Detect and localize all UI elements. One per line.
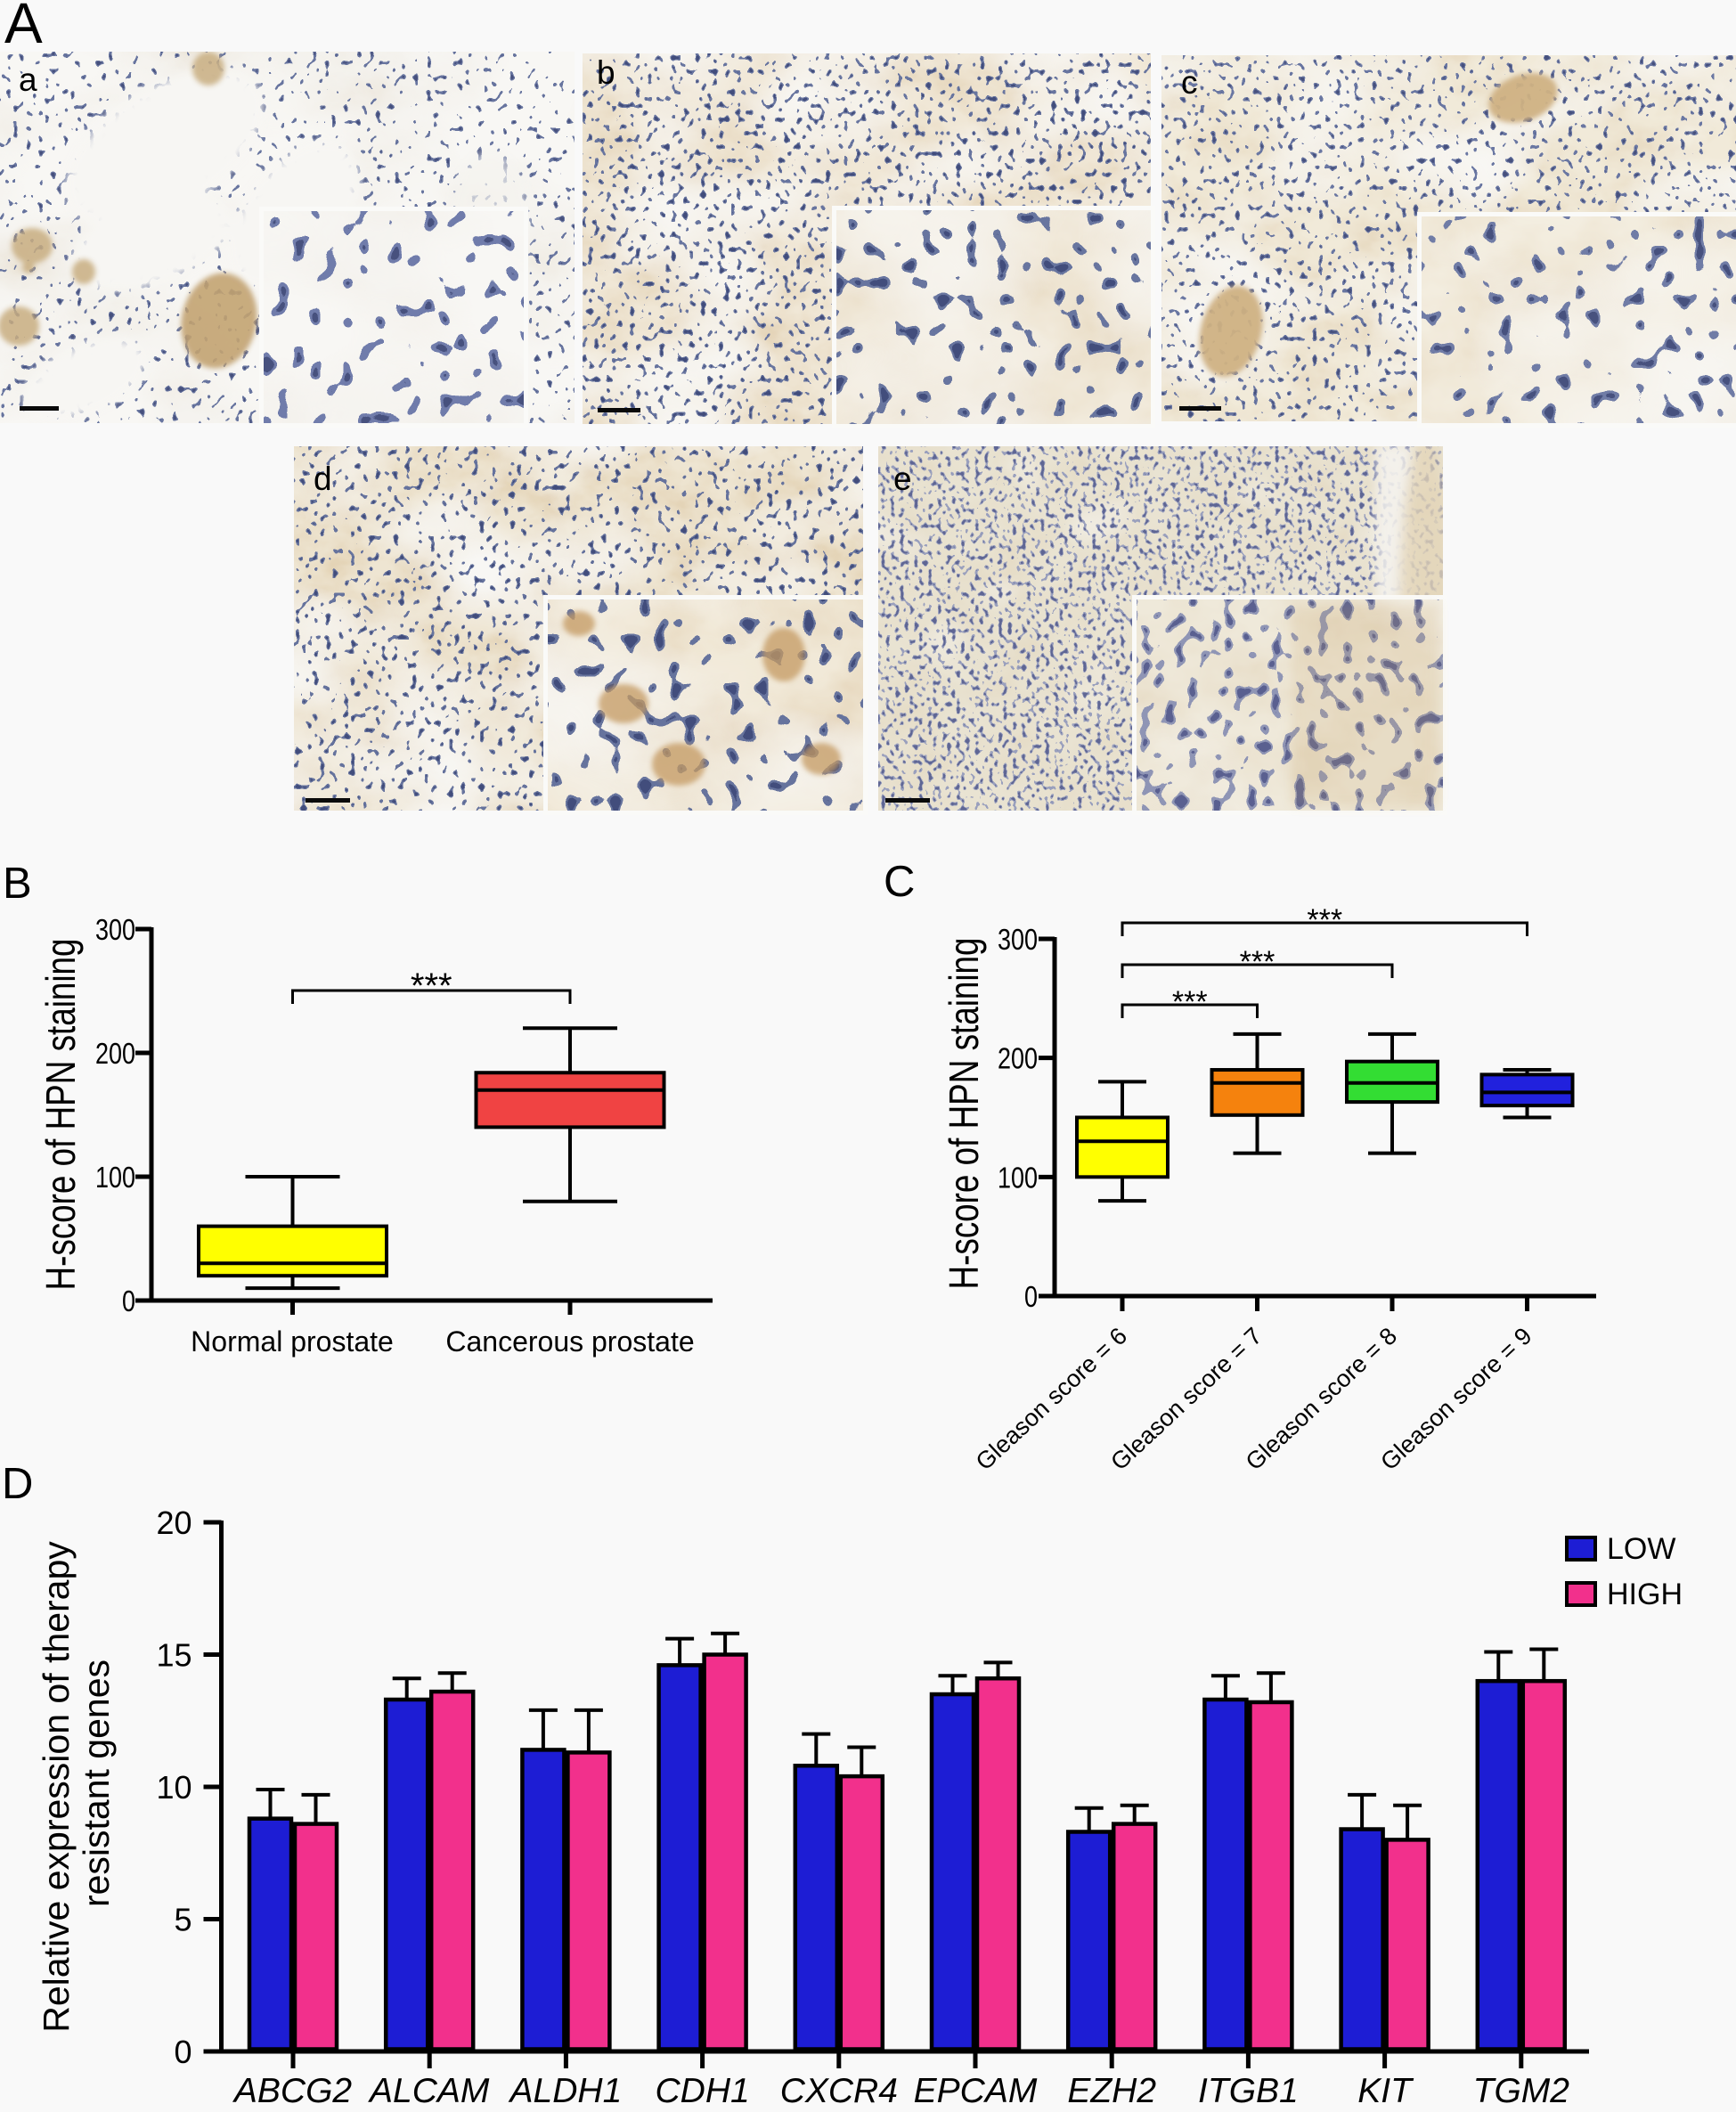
svg-text:5: 5 (174, 1902, 192, 1938)
svg-text:***: *** (411, 966, 452, 1006)
svg-text:CXCR4: CXCR4 (780, 2072, 898, 2110)
svg-text:H-score of HPN staining: H-score of HPN staining (37, 939, 84, 1291)
svg-text:resistant genes: resistant genes (76, 1659, 117, 1907)
svg-text:ALCAM: ALCAM (368, 2072, 490, 2110)
svg-text:KIT: KIT (1357, 2072, 1414, 2110)
svg-text:H-score of HPN staining: H-score of HPN staining (941, 938, 987, 1290)
svg-text:200: 200 (95, 1037, 135, 1070)
svg-text:LOW: LOW (1607, 1532, 1675, 1566)
svg-text:ABCG2: ABCG2 (232, 2072, 353, 2110)
svg-text:d: d (314, 461, 332, 497)
svg-text:A: A (4, 0, 43, 55)
svg-text:D: D (2, 1460, 33, 1508)
svg-text:ITGB1: ITGB1 (1198, 2072, 1299, 2110)
svg-text:100: 100 (998, 1161, 1038, 1194)
svg-text:b: b (597, 54, 615, 91)
svg-text:200: 200 (998, 1042, 1038, 1075)
svg-text:***: *** (1307, 903, 1342, 937)
svg-text:C: C (884, 858, 915, 906)
svg-text:15: 15 (156, 1637, 192, 1674)
svg-text:c: c (1181, 64, 1198, 101)
svg-text:0: 0 (122, 1284, 135, 1317)
svg-text:0: 0 (174, 2034, 192, 2070)
svg-text:B: B (3, 860, 32, 908)
svg-text:***: *** (1240, 945, 1276, 979)
svg-text:20: 20 (156, 1504, 192, 1541)
svg-text:300: 300 (95, 913, 135, 946)
svg-text:Cancerous prostate: Cancerous prostate (445, 1325, 694, 1358)
svg-text:10: 10 (156, 1769, 192, 1806)
svg-text:a: a (19, 61, 37, 98)
svg-text:EPCAM: EPCAM (914, 2072, 1038, 2110)
svg-text:CDH1: CDH1 (656, 2072, 750, 2110)
svg-text:HIGH: HIGH (1607, 1578, 1683, 1611)
svg-text:***: *** (1172, 985, 1208, 1019)
svg-text:Relative expression of therapy: Relative expression of therapy (36, 1541, 77, 2033)
svg-text:EZH2: EZH2 (1067, 2072, 1156, 2110)
svg-text:ALDH1: ALDH1 (509, 2072, 623, 2110)
svg-text:Normal prostate: Normal prostate (191, 1325, 394, 1358)
svg-text:e: e (893, 461, 912, 497)
svg-text:100: 100 (95, 1161, 135, 1194)
svg-text:300: 300 (998, 923, 1038, 956)
svg-text:TGM2: TGM2 (1473, 2072, 1570, 2110)
svg-text:0: 0 (1024, 1280, 1038, 1313)
